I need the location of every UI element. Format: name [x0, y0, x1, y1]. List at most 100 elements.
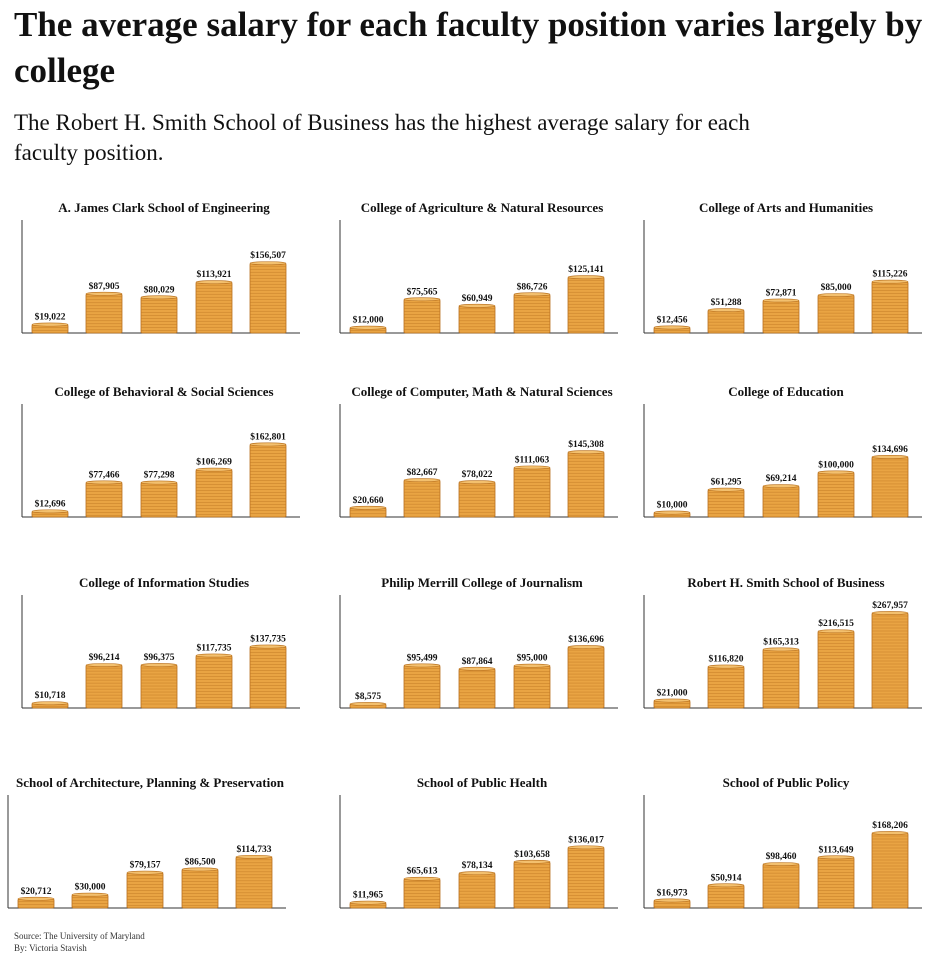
- value-label: $12,456: [657, 314, 688, 325]
- coin-stack-bar: [458, 871, 496, 909]
- coin-stack-bar: [31, 509, 69, 518]
- chart-engineering: A. James Clark School of Engineering $19…: [14, 200, 314, 360]
- coin-stack-body: [140, 482, 178, 518]
- coin-stack-bar: [653, 898, 691, 909]
- value-label: $103,658: [514, 849, 550, 860]
- coin-stack-bar: [71, 892, 109, 909]
- value-label: $86,726: [517, 281, 548, 292]
- coin-stack-body: [817, 856, 855, 909]
- coin-stack-body: [403, 479, 441, 518]
- coin-top: [653, 510, 691, 515]
- coin-stack-bar: [195, 467, 233, 518]
- value-label: $10,718: [35, 690, 66, 701]
- coin-stack-bar: [458, 480, 496, 518]
- coin-top: [817, 293, 855, 298]
- coin-top: [458, 480, 496, 485]
- coin-stack-body: [195, 281, 233, 334]
- coin-stack-bar: [817, 855, 855, 909]
- coin-stack-bar: [249, 442, 287, 518]
- coin-top: [17, 896, 55, 901]
- value-label: $78,134: [462, 860, 493, 871]
- chart-title: School of Public Policy: [722, 775, 850, 790]
- chart-arts-humanities: College of Arts and Humanities $12,456 $5…: [636, 200, 936, 360]
- coin-top: [85, 480, 123, 485]
- value-label: $216,515: [818, 618, 854, 629]
- coin-top: [181, 867, 219, 872]
- coin-top: [707, 308, 745, 313]
- value-label: $61,295: [711, 477, 742, 488]
- coin-top: [349, 325, 387, 330]
- coin-top: [513, 663, 551, 668]
- chart-title: College of Computer, Math & Natural Scie…: [351, 384, 613, 399]
- coin-stack-bar: [567, 645, 605, 709]
- coin-stack-body: [817, 472, 855, 518]
- coin-stack-bar: [653, 325, 691, 334]
- coin-stack-body: [871, 281, 909, 334]
- coin-stack-body: [762, 863, 800, 909]
- coin-stack-bar: [249, 644, 287, 709]
- chart-plot: $20,660 $82,667 $78,022 $111,063 $145,308: [339, 404, 618, 518]
- coin-top: [349, 702, 387, 706]
- coin-stack-bar: [126, 870, 164, 909]
- value-label: $69,214: [766, 473, 797, 484]
- coin-top: [31, 509, 69, 514]
- value-label: $136,696: [568, 634, 604, 645]
- coin-top: [653, 698, 691, 703]
- value-label: $115,226: [872, 269, 907, 280]
- value-label: $72,871: [766, 288, 797, 299]
- coin-stack-body: [195, 655, 233, 709]
- value-label: $116,820: [708, 654, 743, 665]
- value-label: $96,375: [144, 652, 175, 663]
- coin-stack-body: [235, 856, 273, 909]
- coin-stack-bar: [762, 298, 800, 334]
- coin-stack-bar: [85, 663, 123, 709]
- chart-plot: $10,000 $61,295 $69,214 $100,000 $134,696: [643, 404, 922, 518]
- value-label: $11,965: [353, 890, 384, 901]
- coin-stack-bar: [871, 611, 909, 709]
- coin-stack-bar: [513, 465, 551, 518]
- coin-stack-body: [458, 481, 496, 518]
- value-label: $168,206: [872, 820, 908, 831]
- chart-agriculture: College of Agriculture & Natural Resourc…: [332, 200, 632, 360]
- coin-stack-body: [85, 664, 123, 709]
- coin-stack-body: [762, 300, 800, 334]
- coin-top: [126, 870, 164, 875]
- coin-stack-bar: [17, 896, 55, 909]
- chart-plot: $8,575 $95,499 $87,864 $95,000 $136,696: [339, 595, 618, 709]
- value-label: $111,063: [515, 454, 550, 465]
- coin-stack-bar: [871, 831, 909, 909]
- coin-top: [762, 298, 800, 303]
- chart-behavioral-social: College of Behavioral & Social Sciences …: [14, 384, 314, 544]
- coin-stack-body: [195, 469, 233, 518]
- coin-stack-bar: [707, 487, 745, 518]
- chart-title: Robert H. Smith School of Business: [687, 575, 885, 590]
- coin-top: [249, 644, 287, 649]
- coin-top: [403, 663, 441, 668]
- coin-top: [235, 854, 273, 859]
- chart-architecture: School of Architecture, Planning & Prese…: [0, 775, 300, 935]
- coin-top: [458, 666, 496, 671]
- coin-stack-bar: [871, 455, 909, 518]
- chart-title: College of Education: [728, 384, 844, 399]
- chart-journalism: Philip Merrill College of Journalism $8,…: [332, 575, 632, 735]
- coin-stack-bar: [567, 450, 605, 518]
- chart-plot: $20,712 $30,000 $79,157 $86,500 $114,733: [7, 795, 286, 909]
- coin-top: [707, 487, 745, 492]
- byline: By: Victoria Stavish: [14, 943, 87, 953]
- value-label: $10,000: [657, 500, 688, 511]
- chart-plot: $11,965 $65,613 $78,134 $103,658 $136,017: [339, 795, 618, 909]
- value-label: $21,000: [657, 688, 688, 699]
- coin-top: [140, 480, 178, 485]
- coin-top: [817, 470, 855, 475]
- value-label: $77,298: [144, 470, 175, 481]
- chart-title: College of Information Studies: [78, 575, 250, 590]
- coin-top: [567, 645, 605, 649]
- coin-stack-bar: [762, 862, 800, 909]
- chart-title: College of Agriculture & Natural Resourc…: [360, 200, 604, 215]
- coin-stack-bar: [31, 701, 69, 709]
- value-label: $20,712: [21, 886, 52, 897]
- coin-top: [249, 261, 287, 266]
- coin-top: [567, 275, 605, 280]
- chart-public-policy: School of Public Policy $16,973 $50,914 $9…: [636, 775, 936, 935]
- chart-plot: $12,000 $75,565 $60,949 $86,726 $125,141: [339, 220, 618, 334]
